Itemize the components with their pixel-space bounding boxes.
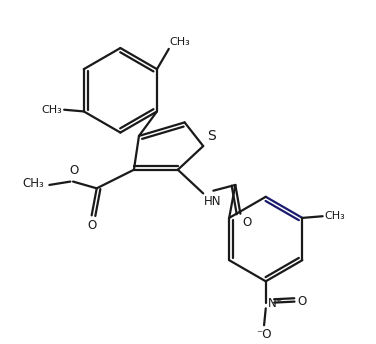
Text: O: O [297, 295, 306, 308]
Text: CH₃: CH₃ [42, 105, 62, 115]
Text: HN: HN [204, 195, 222, 208]
Text: S: S [208, 129, 216, 143]
Text: O: O [87, 219, 96, 232]
Text: N⁺: N⁺ [267, 297, 282, 310]
Text: ⁻O: ⁻O [256, 328, 272, 341]
Text: O: O [69, 164, 78, 177]
Text: CH₃: CH₃ [170, 37, 191, 47]
Text: CH₃: CH₃ [324, 211, 345, 221]
Text: CH₃: CH₃ [23, 177, 44, 190]
Text: O: O [242, 216, 251, 229]
